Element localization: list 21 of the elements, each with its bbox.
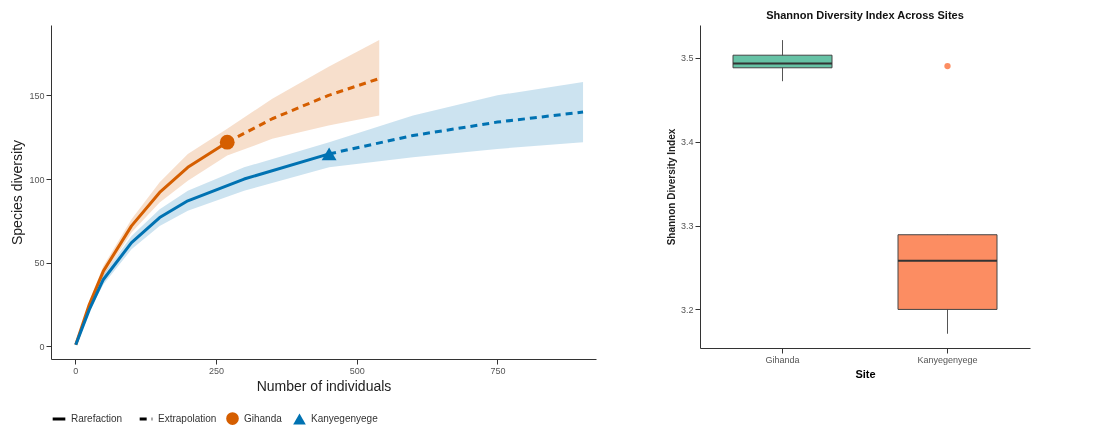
y-tick-label: 3.2: [680, 304, 694, 315]
x-tick-label: 500: [349, 365, 365, 376]
x-tick-label: 0: [73, 365, 79, 376]
y-tick-label: 150: [29, 90, 45, 101]
x-tick-label: 750: [490, 365, 506, 376]
x-axis-title: Number of individuals: [256, 377, 392, 394]
y-tick-label: 100: [29, 174, 45, 185]
text: Rarefaction: [71, 413, 123, 424]
y-tick-label: 50: [34, 258, 45, 269]
y-tick-label: 3.3: [680, 221, 694, 232]
x-axis-title: Site: [855, 367, 876, 380]
legend-label: Gihanda: [244, 412, 283, 424]
chart-title: Shannon Diversity Index Across Sites: [766, 9, 964, 21]
y-tick-label: 3.5: [680, 53, 694, 64]
y-tick-label: 3.4: [680, 137, 694, 148]
text: Extrapolation: [158, 413, 217, 424]
x-tick-label: 250: [208, 365, 224, 376]
y-tick-label: 0: [39, 341, 45, 352]
y-axis-title: Shannon Diversity Index: [665, 128, 677, 246]
legend-label: Kanyegenyege: [311, 413, 379, 425]
y-axis-title: Species diversity: [9, 139, 26, 246]
